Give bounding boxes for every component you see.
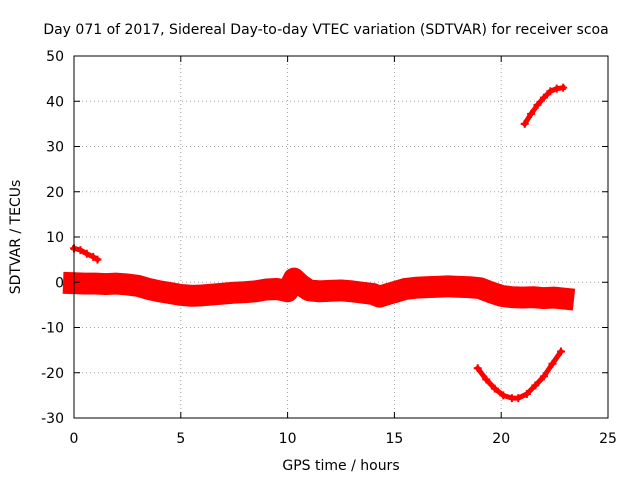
y-tick-label: 0 (55, 275, 64, 291)
data-point (411, 283, 420, 292)
y-tick-label: -10 (41, 321, 64, 337)
data-point (422, 283, 431, 292)
data-point (499, 391, 508, 400)
data-point (91, 279, 100, 288)
data-point (369, 290, 378, 299)
x-tick-label: 20 (492, 431, 510, 447)
data-point (401, 285, 410, 294)
data-point (89, 252, 98, 261)
y-tick-label: 20 (46, 185, 64, 201)
data-point (522, 390, 531, 399)
data-point (550, 293, 559, 302)
data-point (375, 292, 384, 301)
data-point (358, 288, 367, 297)
y-tick-label: 10 (46, 230, 64, 246)
data-point (347, 287, 356, 296)
x-tick-label: 25 (599, 431, 617, 447)
data-point (166, 289, 175, 298)
data-point (546, 87, 555, 96)
x-tick-label: 0 (70, 431, 79, 447)
x-axis-label: GPS time / hours (282, 458, 399, 474)
data-point (433, 282, 442, 291)
y-tick-label: 50 (46, 49, 64, 65)
data-point (315, 287, 324, 296)
data-point (390, 288, 399, 297)
x-tick-label: 15 (385, 431, 403, 447)
data-point (102, 280, 111, 289)
y-tick-label: 40 (46, 94, 64, 110)
data-point (80, 279, 89, 288)
data-point (283, 287, 292, 296)
data-point (304, 286, 313, 295)
data-point (497, 291, 506, 300)
data-point (251, 287, 260, 296)
data-point (262, 285, 271, 294)
data-point (82, 249, 91, 258)
data-point (76, 246, 85, 255)
y-tick-label: 30 (46, 140, 64, 156)
data-point (507, 293, 516, 302)
data-point (208, 290, 217, 299)
data-point (198, 291, 207, 300)
data-point (559, 83, 568, 92)
data-point (475, 284, 484, 293)
data-point (539, 372, 548, 381)
data-point (443, 282, 452, 291)
data-point (326, 286, 335, 295)
x-tick-label: 10 (279, 431, 297, 447)
data-point (337, 286, 345, 295)
data-point (123, 280, 132, 289)
data-point (557, 347, 566, 356)
data-point (518, 293, 527, 302)
data-point (144, 285, 153, 294)
data-point (473, 364, 482, 373)
data-point (454, 282, 463, 291)
data-point (529, 293, 538, 302)
series-main-band (62, 267, 576, 311)
data-point (490, 384, 499, 393)
data-point (187, 291, 196, 300)
y-tick-label: -20 (41, 366, 64, 382)
data-point (559, 294, 568, 303)
data-point (486, 288, 495, 297)
data-point (527, 109, 536, 118)
data-point (296, 280, 305, 289)
data-point (482, 375, 491, 384)
data-point (230, 288, 239, 297)
plot-area (62, 83, 576, 403)
data-point (383, 290, 392, 299)
data-point (134, 281, 143, 290)
series-upper-arc (520, 83, 568, 128)
data-point (240, 288, 249, 297)
data-point (465, 283, 474, 292)
data-point (272, 285, 281, 294)
data-point (531, 381, 540, 390)
data-point (290, 274, 299, 283)
data-point (539, 294, 548, 303)
data-point (155, 287, 164, 296)
data-point (219, 289, 228, 298)
y-axis-label: SDTVAR / TECUs (8, 180, 24, 295)
data-point (112, 279, 121, 288)
data-point (539, 93, 548, 102)
data-point (514, 394, 523, 403)
data-point (520, 119, 529, 128)
axis-ticks: 0 5 10 15 20 25 -30 -20 -10 0 10 20 30 40 50 (41, 49, 617, 447)
data-point (93, 255, 102, 264)
data-point (533, 100, 542, 109)
x-tick-label: 5 (176, 431, 185, 447)
data-point (176, 290, 185, 299)
data-point (548, 359, 557, 368)
chart-title: Day 071 of 2017, Sidereal Day-to-day VTE… (43, 22, 608, 38)
y-tick-label: -30 (41, 411, 64, 427)
series-lower-arc (473, 347, 566, 403)
